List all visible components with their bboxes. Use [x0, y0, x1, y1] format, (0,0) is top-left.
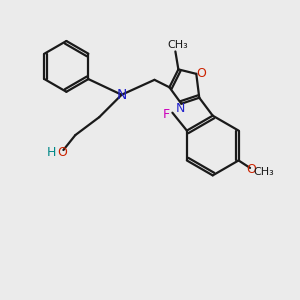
Text: O: O: [58, 146, 68, 160]
Text: O: O: [197, 68, 207, 80]
Text: F: F: [163, 108, 170, 121]
Text: H: H: [47, 146, 56, 160]
Text: N: N: [116, 88, 127, 102]
Text: N: N: [176, 102, 185, 115]
Text: CH₃: CH₃: [167, 40, 188, 50]
Text: O: O: [247, 163, 256, 176]
Text: CH₃: CH₃: [254, 167, 274, 176]
